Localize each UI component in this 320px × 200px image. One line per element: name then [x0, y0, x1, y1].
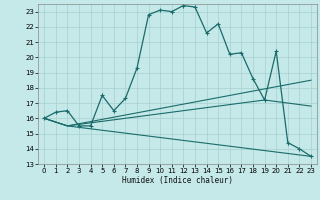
X-axis label: Humidex (Indice chaleur): Humidex (Indice chaleur): [122, 176, 233, 185]
